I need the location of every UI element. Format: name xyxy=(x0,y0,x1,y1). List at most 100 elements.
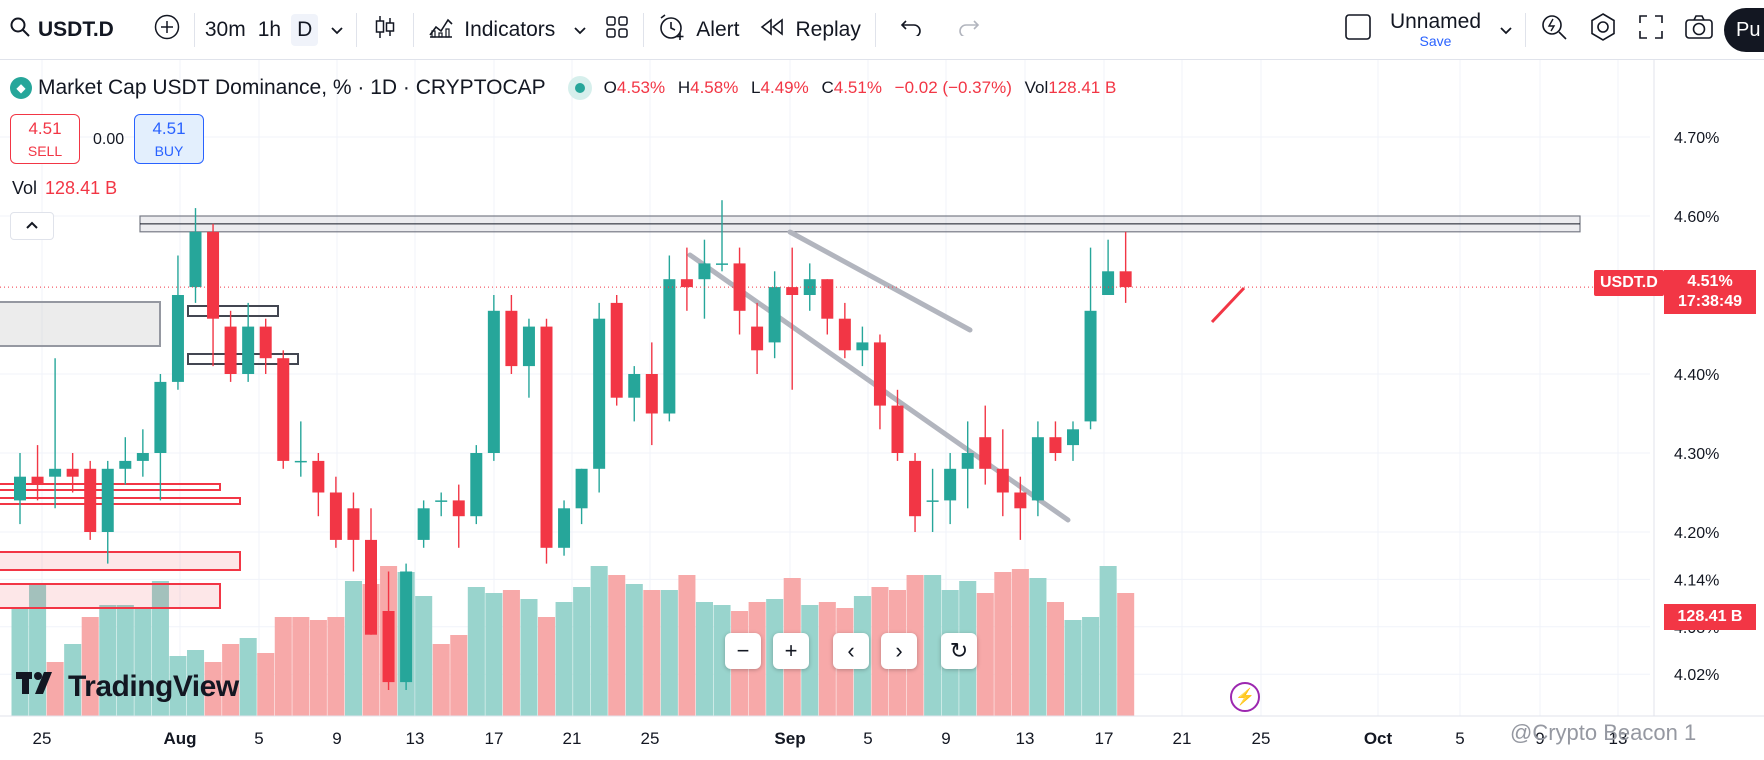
replay-button[interactable]: Replay xyxy=(749,0,870,60)
sell-price: 4.51 xyxy=(28,119,62,138)
candle-body xyxy=(224,326,237,374)
volume-bar xyxy=(976,593,994,716)
collapse-legend-button[interactable] xyxy=(10,212,54,240)
chevron-right-icon: › xyxy=(895,638,903,663)
tradingview-logo[interactable]: TradingView xyxy=(16,670,239,704)
timeframe-dropdown[interactable] xyxy=(322,0,352,60)
zoom-out-button[interactable]: − xyxy=(725,633,761,669)
chart-legend: ◆ Market Cap USDT Dominance, % · 1D · CR… xyxy=(10,76,1124,100)
chevron-left-icon: ‹ xyxy=(847,638,855,663)
price-tick-label: 4.14% xyxy=(1674,572,1719,589)
candle-body xyxy=(1067,429,1079,446)
layout-name-button[interactable]: Unnamed Save xyxy=(1380,0,1491,60)
time-tick-label: 17 xyxy=(485,729,504,748)
candle-body xyxy=(751,326,764,351)
chart-type-button[interactable] xyxy=(361,0,409,60)
divider xyxy=(193,12,195,47)
indicators-button[interactable]: Indicators xyxy=(418,0,565,60)
tradingview-mark-icon xyxy=(16,670,60,704)
fullscreen-button[interactable] xyxy=(1628,0,1674,60)
price-tick-label: 4.40% xyxy=(1674,367,1719,384)
undo-button[interactable] xyxy=(880,0,940,60)
volume-bar xyxy=(134,608,152,716)
volume-bar xyxy=(801,605,819,716)
alert-button[interactable]: Alert xyxy=(648,0,749,60)
candle-body xyxy=(1119,271,1132,288)
candle-body xyxy=(487,310,500,453)
divider xyxy=(874,12,876,47)
candle-body xyxy=(171,295,184,382)
candle-body xyxy=(435,500,448,502)
time-tick-label: 17 xyxy=(1095,729,1114,748)
buy-label: BUY xyxy=(154,143,184,159)
candle-body xyxy=(400,571,413,683)
candles-icon xyxy=(373,14,397,46)
templates-button[interactable] xyxy=(595,0,639,60)
candle-body xyxy=(66,468,79,477)
volume-bar xyxy=(169,656,187,716)
scroll-right-button[interactable]: › xyxy=(881,633,917,669)
symbol-search[interactable]: USDT.D xyxy=(0,0,124,60)
buy-button[interactable]: 4.51 BUY xyxy=(134,114,204,164)
layout-button[interactable] xyxy=(1336,0,1380,60)
candle-body xyxy=(347,508,360,540)
zoom-in-button[interactable]: + xyxy=(773,633,809,669)
legend-title[interactable]: Market Cap USDT Dominance, % · 1D · CRYP… xyxy=(38,76,546,99)
volume-bar xyxy=(292,617,310,716)
scroll-left-button[interactable]: ‹ xyxy=(833,633,869,669)
market-status-icon[interactable] xyxy=(567,76,592,100)
lightning-icon[interactable]: ⚡ xyxy=(1230,682,1260,712)
quick-search-button[interactable] xyxy=(1530,0,1578,60)
camera-icon xyxy=(1684,14,1714,46)
demand-box xyxy=(0,551,241,571)
redo-button[interactable] xyxy=(940,0,1000,60)
save-label: Save xyxy=(1419,32,1452,49)
volume-bar xyxy=(99,605,117,716)
demand-box xyxy=(0,583,221,609)
volume-bar xyxy=(309,620,327,716)
time-tick-label: Aug xyxy=(163,729,196,748)
indicators-icon xyxy=(428,15,454,45)
sell-button[interactable]: 4.51 SELL xyxy=(10,114,80,164)
publish-button[interactable]: Pu xyxy=(1724,8,1764,52)
time-tick-label: 25 xyxy=(1252,729,1271,748)
volume-bar xyxy=(625,584,643,716)
volume-bar xyxy=(924,575,942,716)
indicators-dropdown[interactable] xyxy=(565,0,595,60)
candle-body xyxy=(207,231,220,319)
fullscreen-icon xyxy=(1638,14,1664,46)
grid-icon xyxy=(605,15,629,45)
time-tick-label: 5 xyxy=(1455,729,1464,748)
search-icon xyxy=(10,17,30,43)
volume-bar xyxy=(204,662,222,716)
settings-button[interactable] xyxy=(1578,0,1628,60)
candle-body xyxy=(382,611,395,683)
volume-legend-value: 128.41 B xyxy=(45,178,118,198)
compare-symbol-button[interactable] xyxy=(144,0,190,60)
reset-chart-button[interactable]: ↻ xyxy=(941,633,977,669)
volume-bar xyxy=(46,662,64,716)
demand-line xyxy=(0,497,241,505)
candle-body xyxy=(944,468,957,501)
candle-body xyxy=(628,374,641,398)
volume-bar xyxy=(64,644,82,716)
candle-body xyxy=(996,468,1009,493)
layout-dropdown[interactable] xyxy=(1491,0,1521,60)
divider xyxy=(1525,12,1526,47)
volume-bar xyxy=(239,638,257,716)
time-axis: 25 Aug 5 9 13 17 21 25 Sep 5 9 13 17 21 25 Oct 5 9 13 xyxy=(0,715,1764,748)
timeframe-d[interactable]: D xyxy=(287,0,322,60)
redo-icon xyxy=(958,18,982,42)
snapshot-button[interactable] xyxy=(1674,0,1724,60)
candle-body xyxy=(84,468,97,532)
open-key: O xyxy=(603,78,617,97)
candle-body xyxy=(803,279,816,295)
timeframe-30m[interactable]: 30m xyxy=(204,17,246,41)
timeframe-1h[interactable]: 1h xyxy=(257,17,282,41)
ohlc-values: O4.53% H4.58% L4.49% C4.51% −0.02 (−0.37… xyxy=(604,78,1125,98)
candle-body xyxy=(645,374,658,414)
volume-bar xyxy=(222,644,240,716)
volume-bar xyxy=(608,575,626,716)
volume-bar xyxy=(660,590,678,716)
